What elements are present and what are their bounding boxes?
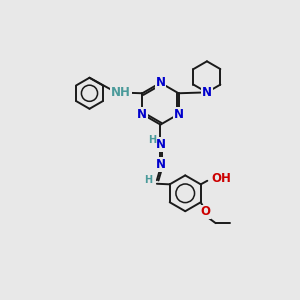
Text: N: N [137, 108, 147, 121]
Text: N: N [155, 138, 166, 152]
Text: N: N [155, 158, 166, 171]
Text: N: N [202, 86, 212, 99]
Text: NH: NH [111, 86, 131, 99]
Text: H: H [148, 135, 156, 146]
Text: OH: OH [211, 172, 231, 185]
Text: N: N [155, 76, 166, 89]
Text: N: N [174, 108, 184, 121]
Text: O: O [200, 205, 210, 218]
Text: H: H [144, 175, 153, 185]
